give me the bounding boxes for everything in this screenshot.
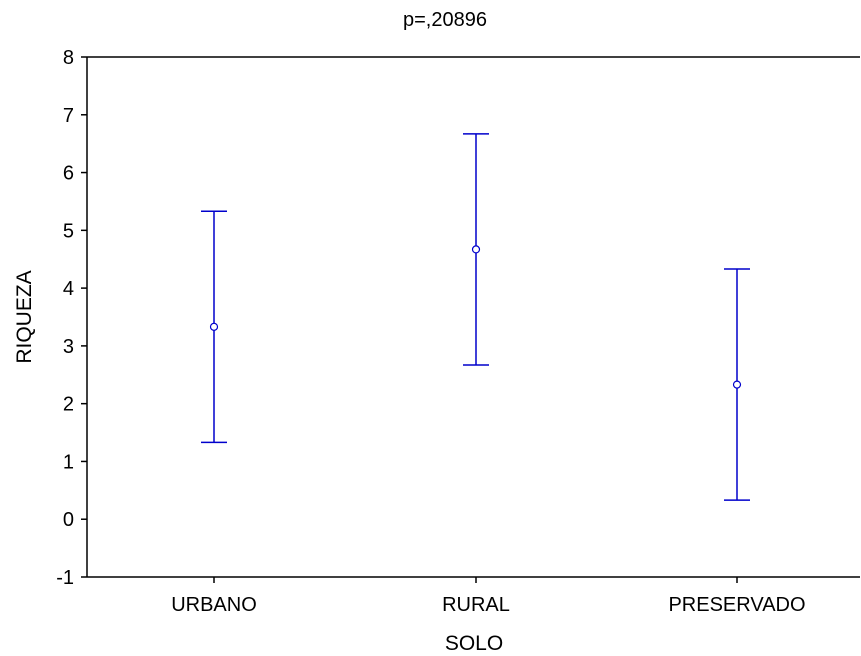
y-tick-label: 2 xyxy=(63,394,74,416)
x-tick-label: RURAL xyxy=(442,594,510,616)
y-axis-label: RIQUEZA xyxy=(13,270,36,363)
y-tick-label: 5 xyxy=(63,220,74,242)
y-tick-label: 0 xyxy=(63,509,74,531)
mean-point xyxy=(209,322,219,331)
y-tick-label: 4 xyxy=(63,278,74,300)
chart-title: p=,20896 xyxy=(403,9,487,31)
x-tick-label: PRESERVADO xyxy=(668,594,805,616)
mean-point xyxy=(732,380,742,389)
y-tick-label: 8 xyxy=(63,47,74,69)
x-tick-label: URBANO xyxy=(171,594,257,616)
plot-area xyxy=(86,56,860,578)
y-tick-label: 6 xyxy=(63,163,74,185)
y-tick-label: 3 xyxy=(63,336,74,358)
series-layer xyxy=(201,133,750,501)
y-axis-ticks: -1 0 1 2 3 4 5 6 7 8 xyxy=(56,47,87,589)
x-axis-label: SOLO xyxy=(445,632,503,655)
y-tick-label: 1 xyxy=(63,451,74,473)
mean-point xyxy=(471,245,481,254)
y-tick-label: 7 xyxy=(63,105,74,127)
y-tick-label: -1 xyxy=(56,567,74,589)
x-axis-ticks: URBANO RURAL PRESERVADO xyxy=(171,577,806,616)
